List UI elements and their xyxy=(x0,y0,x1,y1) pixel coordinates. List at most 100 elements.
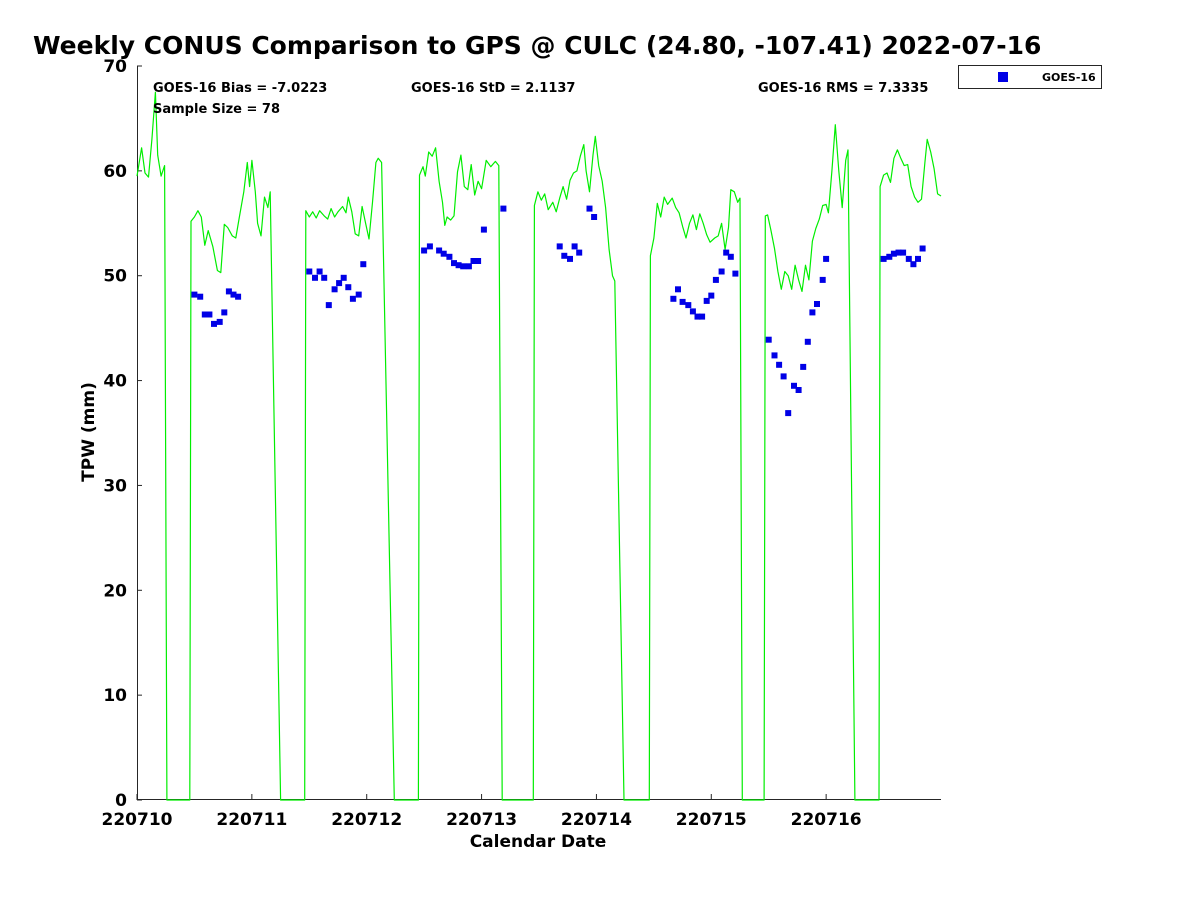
y-tick-label: 60 xyxy=(103,162,127,182)
goes16-point xyxy=(708,292,715,299)
goes16-point xyxy=(819,276,826,283)
goes16-point xyxy=(191,291,198,298)
goes16-point xyxy=(809,309,816,316)
goes16-point xyxy=(571,243,578,250)
goes16-point xyxy=(900,249,907,256)
goes16-point xyxy=(675,286,681,293)
rms-stat: GOES-16 RMS = 7.3335 xyxy=(758,81,928,96)
goes16-point xyxy=(723,249,730,256)
y-tick-label: 70 xyxy=(103,57,127,77)
goes16-point xyxy=(703,297,710,304)
legend-box xyxy=(958,65,1102,89)
goes16-point xyxy=(591,214,598,220)
x-tick-label: 220711 xyxy=(216,810,287,830)
std-stat: GOES-16 StD = 2.1137 xyxy=(411,81,575,96)
goes16-point xyxy=(312,274,318,281)
goes16-point xyxy=(886,253,893,260)
goes16-point xyxy=(814,301,820,307)
goes16-point xyxy=(421,247,428,254)
y-axis-ticks: 0 10 20 30 40 50 60 70 xyxy=(103,57,142,811)
goes16-point xyxy=(355,291,362,298)
goes16-point xyxy=(216,318,223,325)
goes16-point xyxy=(451,260,457,267)
goes16-point xyxy=(455,262,462,269)
goes16-point xyxy=(689,308,696,315)
goes16-point xyxy=(316,268,323,275)
goes16-point xyxy=(500,205,507,212)
goes16-point xyxy=(235,293,242,300)
goes16-point xyxy=(556,243,563,250)
goes16-point xyxy=(446,253,453,260)
goes16-point xyxy=(206,311,213,318)
goes16-point xyxy=(480,226,487,233)
y-tick-label: 10 xyxy=(103,686,127,706)
legend-marker-square-icon xyxy=(998,72,1008,82)
goes16-point xyxy=(465,263,472,270)
x-axis-ticks: 220710 220711 220712 220713 220714 220715 2207… xyxy=(102,794,862,830)
goes16-point xyxy=(685,302,692,309)
goes16-point xyxy=(765,336,772,343)
y-tick-label: 30 xyxy=(103,476,127,496)
legend-label: GOES-16 xyxy=(1042,71,1096,84)
goes16-point xyxy=(225,288,232,295)
goes16-point xyxy=(718,268,725,275)
goes16-point xyxy=(475,258,482,264)
goes16-point xyxy=(890,250,897,257)
goes16-point xyxy=(426,243,433,250)
gps-line xyxy=(136,91,942,801)
goes16-point xyxy=(732,270,739,277)
goes16-point xyxy=(694,313,701,320)
goes16-point xyxy=(321,274,328,281)
y-axis-label: TPW (mm) xyxy=(79,382,99,482)
x-tick-label: 220710 xyxy=(102,810,173,830)
goes16-point xyxy=(823,255,830,262)
goes16-point xyxy=(360,261,367,268)
goes16-point xyxy=(915,255,921,262)
goes16-point xyxy=(780,373,787,380)
goes16-point xyxy=(325,302,332,309)
bias-stat: GOES-16 Bias = -7.0223 xyxy=(153,81,327,96)
goes16-point xyxy=(905,255,912,262)
goes16-point xyxy=(699,313,706,320)
goes16-point xyxy=(197,293,204,300)
goes16-point xyxy=(440,250,447,257)
goes16-point xyxy=(349,295,356,302)
goes16-point xyxy=(331,286,338,293)
goes16-point xyxy=(727,253,734,260)
x-tick-label: 220713 xyxy=(446,810,517,830)
goes16-point xyxy=(201,311,208,318)
sample-size-stat: Sample Size = 78 xyxy=(153,102,280,117)
goes16-point xyxy=(804,338,811,345)
x-tick-label: 220715 xyxy=(676,810,747,830)
goes16-point xyxy=(679,298,686,305)
y-tick-label: 0 xyxy=(115,791,127,811)
goes16-point xyxy=(785,410,792,417)
x-tick-label: 220714 xyxy=(561,810,632,830)
y-tick-label: 20 xyxy=(103,581,127,601)
goes16-point xyxy=(800,363,807,370)
goes16-point xyxy=(436,247,443,254)
y-tick-label: 40 xyxy=(103,372,127,392)
goes16-point xyxy=(880,255,887,262)
plot-axes xyxy=(137,66,941,800)
goes16-point xyxy=(340,274,347,281)
gps-tpw-line-series xyxy=(136,91,942,801)
goes16-point xyxy=(670,295,677,302)
legend: GOES-16 xyxy=(958,65,1102,89)
goes16-point xyxy=(910,261,917,268)
goes16-point xyxy=(345,284,352,291)
chart-title: Weekly CONUS Comparison to GPS @ CULC (2… xyxy=(33,31,1041,60)
y-tick-label: 50 xyxy=(103,267,127,287)
goes16-point xyxy=(211,320,217,327)
goes16-scatter-series xyxy=(191,205,926,417)
goes16-point xyxy=(470,258,477,264)
goes16-point xyxy=(776,361,783,368)
goes16-point xyxy=(306,268,313,275)
goes16-point xyxy=(567,255,573,262)
goes16-point xyxy=(221,309,228,316)
x-axis-label: Calendar Date xyxy=(470,832,607,852)
goes16-point xyxy=(586,205,593,212)
goes16-point xyxy=(795,387,802,393)
goes16-point xyxy=(791,382,797,389)
